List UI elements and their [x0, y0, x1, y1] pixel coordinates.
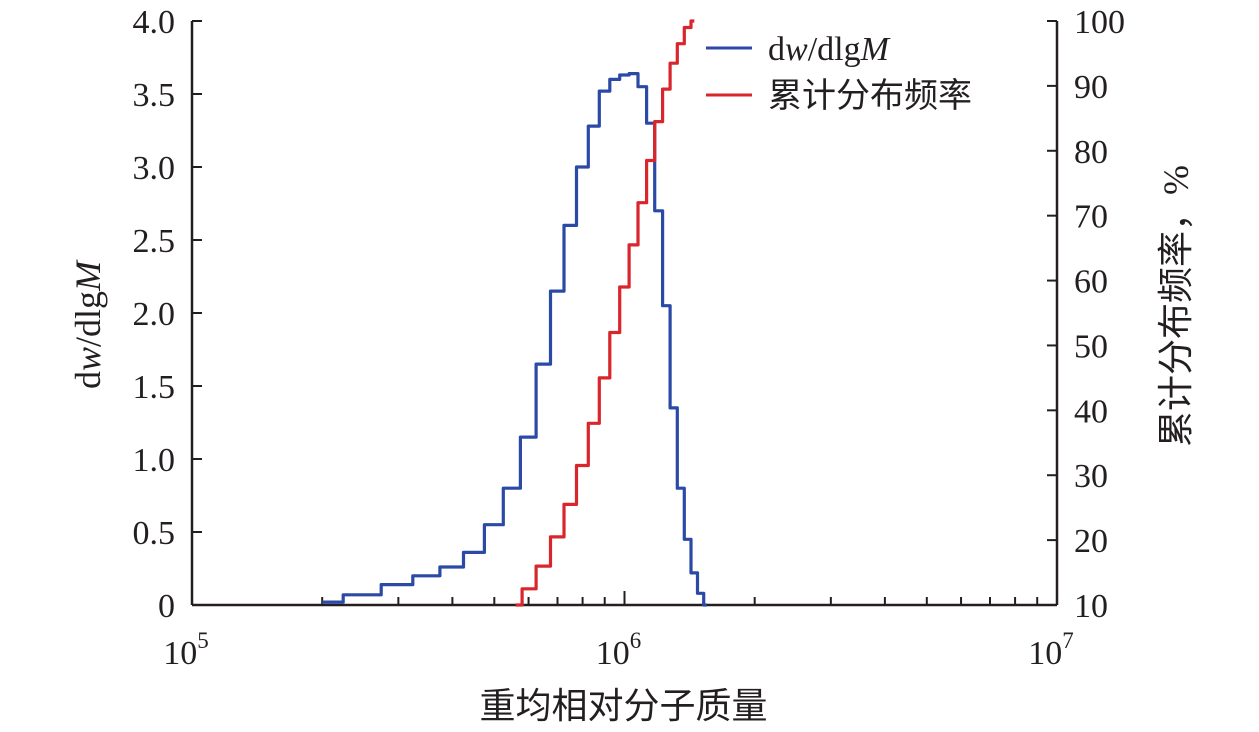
x-tick-label: 106	[596, 628, 642, 672]
right-y-tick-label: 10	[1074, 588, 1108, 625]
left-y-tick-label: 4.0	[133, 4, 176, 41]
right-y-tick-label: 80	[1074, 134, 1108, 171]
ticks: 0 0.5 1.0 1.5 2.0 2.5 3.0 3.5 4.0 10 20 30 40 50 60 70 8…	[133, 4, 1126, 672]
series	[322, 19, 707, 607]
left-y-tick-label: 3.5	[133, 77, 176, 114]
left-y-tick-label: 2.5	[133, 223, 176, 260]
left-y-tick-label: 0.5	[133, 515, 176, 552]
left-y-tick-label: 0	[158, 588, 175, 625]
left-y-tick-label: 3.0	[133, 150, 176, 187]
series-line-dwdlgm	[322, 72, 707, 607]
legend: dw/dlgM 累计分布频率	[706, 31, 972, 115]
axis-titles: 重均相对分子质量 dw/dlgM 累计分布频率，%	[68, 165, 1196, 726]
right-y-tick-label: 30	[1074, 458, 1108, 495]
left-y-tick-label: 1.0	[133, 442, 176, 479]
right-y-tick-label: 40	[1074, 393, 1108, 430]
right-y-axis-title: 累计分布频率，%	[1156, 165, 1196, 447]
right-y-tick-label: 60	[1074, 264, 1108, 301]
series-line-cumulative	[515, 19, 695, 607]
legend-label: 累计分布频率	[768, 77, 972, 115]
right-y-tick-label: 90	[1074, 69, 1108, 106]
x-axis-title: 重均相对分子质量	[479, 686, 767, 726]
x-tick-label: 107	[1028, 628, 1074, 672]
right-y-tick-label: 20	[1074, 523, 1108, 560]
left-y-axis-title: dw/dlgM	[68, 259, 108, 389]
legend-label: dw/dlgM	[768, 31, 891, 68]
left-y-tick-label: 2.0	[133, 296, 176, 333]
x-tick-label: 105	[163, 628, 209, 672]
right-y-tick-label: 70	[1074, 199, 1108, 236]
left-y-tick-label: 1.5	[133, 369, 176, 406]
right-y-tick-label: 100	[1074, 4, 1125, 41]
right-y-tick-label: 50	[1074, 328, 1108, 365]
